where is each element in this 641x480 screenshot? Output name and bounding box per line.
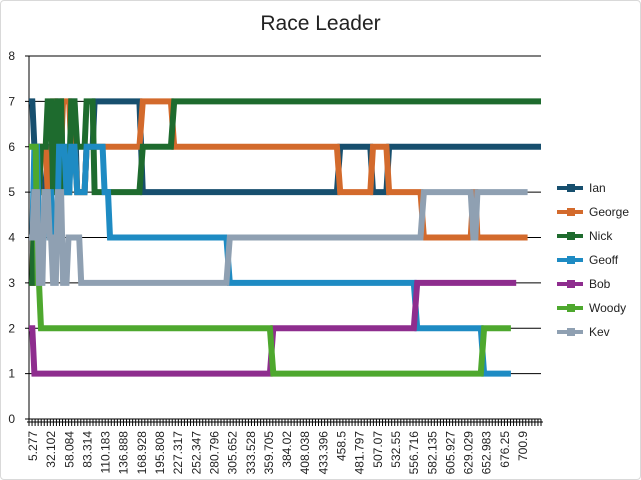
x-tick-label: 676.25	[498, 431, 512, 468]
x-tick-label: 556.716	[407, 431, 421, 475]
x-tick-label: 305.652	[226, 431, 240, 475]
legend-marker-kev	[567, 328, 575, 336]
legend-label-george: George	[589, 205, 629, 219]
legend-label-nick: Nick	[589, 229, 613, 243]
legend-marker-nick	[567, 232, 575, 240]
legend-label-woody: Woody	[589, 301, 626, 315]
x-tick-label: 384.02	[280, 431, 294, 468]
x-tick-label: 532.55	[389, 431, 403, 468]
y-tick-label: 4	[8, 231, 15, 245]
series-line-kev	[29, 189, 528, 286]
series-lines	[29, 98, 541, 377]
x-tick-label: 652.983	[480, 431, 494, 475]
x-tick-label: 458.5	[335, 431, 349, 461]
legend-label-kev: Kev	[589, 325, 610, 339]
x-tick-label: 83.314	[80, 431, 94, 468]
x-tick-label: 5.277	[26, 431, 40, 461]
x-tick-label: 481.797	[353, 431, 367, 475]
legend-label-geoff: Geoff	[589, 253, 619, 267]
legend-label-ian: Ian	[589, 181, 606, 195]
legend: Ian George Nick Geoff Bob Woody Kev	[557, 181, 629, 339]
x-tick-label: 507.07	[371, 431, 385, 468]
legend-marker-woody	[567, 304, 575, 312]
x-tick-label: 408.038	[298, 431, 312, 475]
y-tick-label: 2	[8, 321, 15, 335]
y-tick-labels: 0 1 2 3 4 5 6 7 8	[8, 49, 15, 426]
legend-marker-ian	[567, 184, 575, 192]
x-tick-label: 280.796	[207, 431, 221, 475]
legend-marker-george	[567, 208, 575, 216]
y-tick-label: 7	[8, 94, 15, 108]
y-tick-label: 5	[8, 185, 15, 199]
y-tick-label: 6	[8, 140, 15, 154]
y-tick-label: 8	[8, 49, 15, 63]
y-tick-label: 1	[8, 367, 15, 381]
x-tick-label: 136.888	[117, 431, 131, 475]
y-tick-label: 0	[8, 412, 15, 426]
x-tick-label: 168.928	[135, 431, 149, 475]
legend-label-bob: Bob	[589, 277, 611, 291]
x-tick-label: 32.102	[44, 431, 58, 468]
x-tick-label: 700.9	[516, 431, 530, 461]
x-tick-label: 629.029	[462, 431, 476, 475]
x-tick-label: 433.396	[316, 431, 330, 475]
x-tick-label: 58.084	[62, 431, 76, 468]
x-tick-label: 605.927	[443, 431, 457, 475]
legend-marker-geoff	[567, 256, 575, 264]
x-tick-label: 333.528	[244, 431, 258, 475]
chart-title: Race Leader	[260, 12, 381, 35]
y-tick-label: 3	[8, 276, 15, 290]
x-tick-label: 252.347	[189, 431, 203, 475]
x-tick-label: 227.317	[171, 431, 185, 475]
x-tick-label: 195.808	[153, 431, 167, 475]
x-tick-label: 359.705	[262, 431, 276, 475]
x-axis: 5.277 32.102 58.084 83.314 110.183 136.888 168…	[25, 55, 543, 475]
x-tick-label: 110.183	[99, 431, 113, 474]
x-tick-label: 582.135	[425, 431, 439, 475]
legend-marker-bob	[567, 280, 575, 288]
